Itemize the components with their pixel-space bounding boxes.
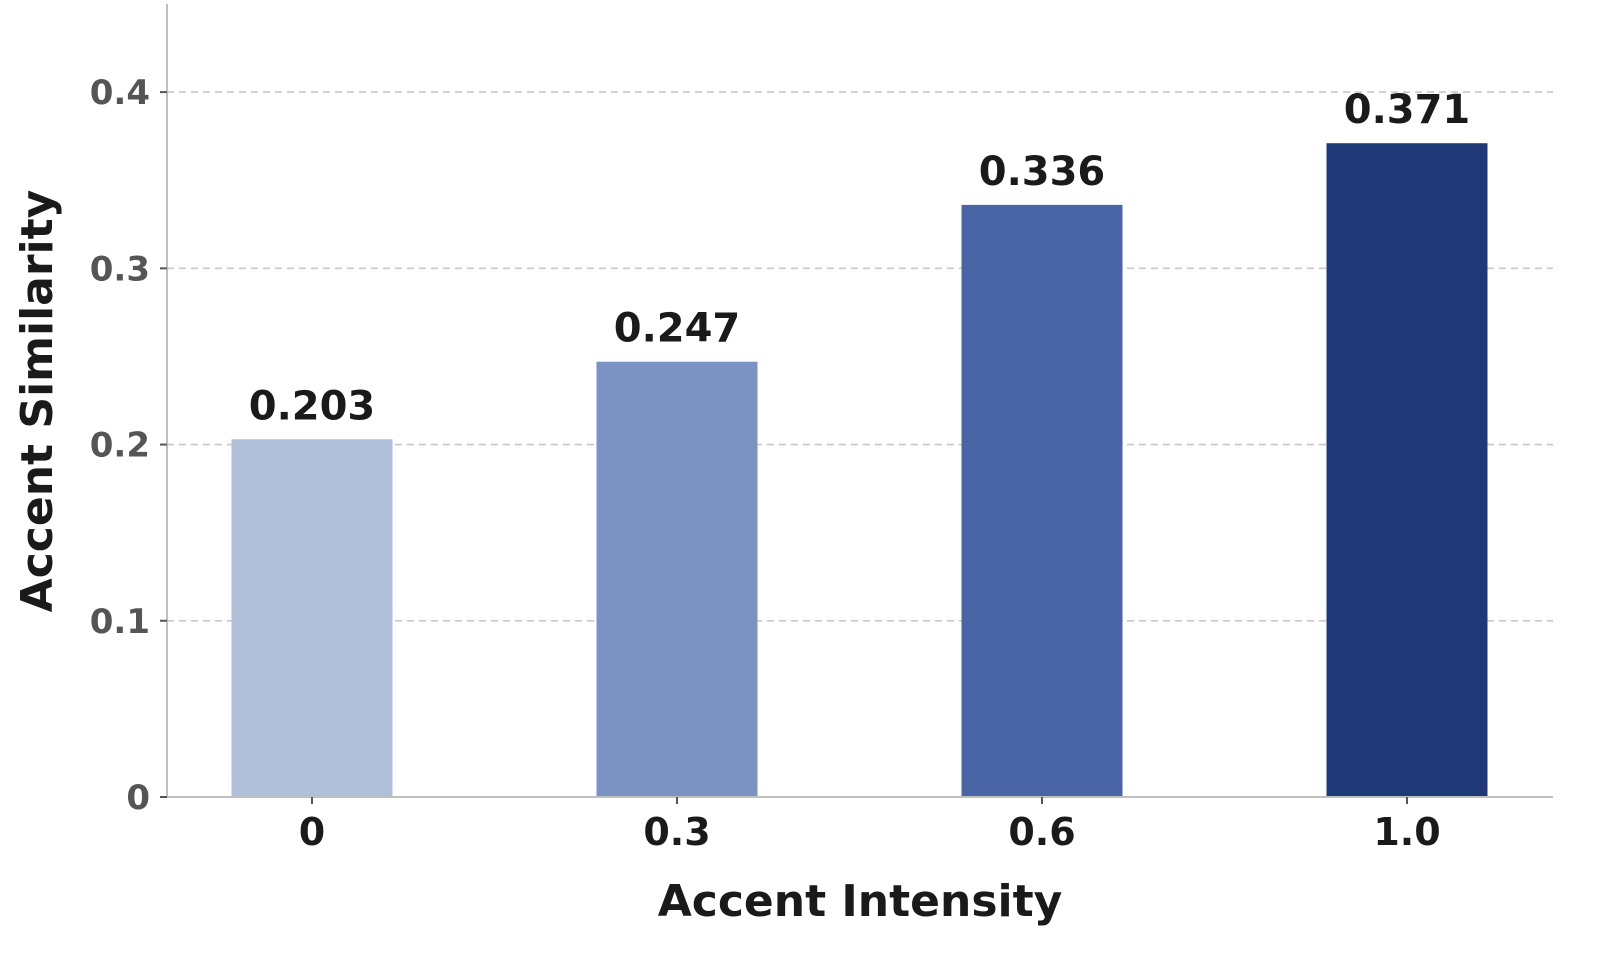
bars [231,143,1488,797]
axes: 0 0.1 0.2 0.3 0.4 0 0.3 0.6 1.0 [90,4,1553,854]
value-labels: 0.203 0.247 0.336 0.371 [249,87,1471,429]
grid-lines [167,91,1553,622]
bar-value-label-0: 0.203 [249,383,376,429]
x-axis-title: Accent Intensity [658,876,1063,927]
y-axis-title: Accent Similarity [12,190,63,613]
x-tick-label-2: 0.6 [1008,810,1075,854]
bar-value-label-3: 0.371 [1344,87,1471,133]
bar-value-label-1: 0.247 [614,306,741,352]
bar-value-label-2: 0.336 [979,149,1106,195]
y-tick-label-3: 0.3 [90,249,150,289]
x-tick-label-0: 0 [299,810,325,854]
bar-2 [961,204,1123,797]
bar-0 [231,439,393,796]
x-tick-label-1: 0.3 [643,810,710,854]
x-tick-label-3: 1.0 [1373,810,1440,854]
bar-1 [596,361,758,796]
y-tick-label-0: 0 [126,778,150,818]
bar-3 [1326,143,1488,796]
y-tick-label-2: 0.2 [90,426,150,466]
y-tick-label-1: 0.1 [90,602,150,642]
y-tick-label-4: 0.4 [90,73,150,113]
